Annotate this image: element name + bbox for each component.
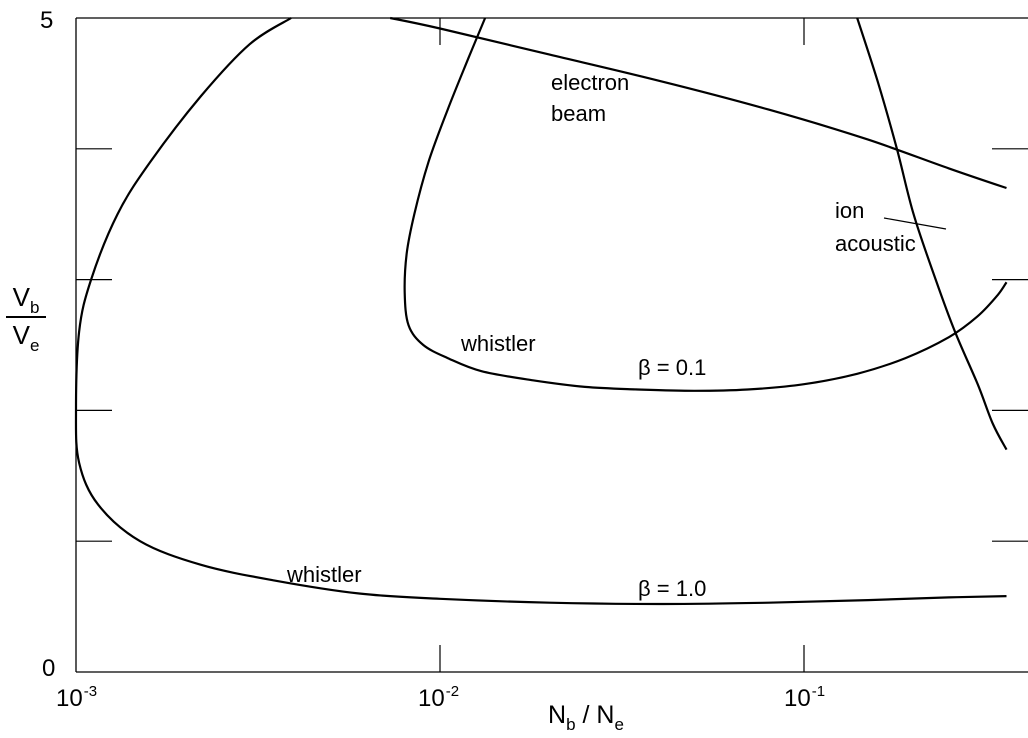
curve-electron-beam xyxy=(389,16,1007,190)
x-tick-label: 10-2 xyxy=(418,683,460,712)
x-tick-label: 10-3 xyxy=(56,683,98,712)
curve-0-1 xyxy=(403,17,1008,392)
curve-1-0 xyxy=(74,17,1007,606)
annotation-electron: electron xyxy=(551,70,630,95)
annotation-ion: ion xyxy=(835,198,865,223)
annotation-beta-1.0: β = 1.0 xyxy=(638,576,707,601)
y-tick-label-top: 5 xyxy=(40,7,54,34)
ion-acoustic-leader xyxy=(883,217,947,230)
annotation-beta-0.1: β = 0.1 xyxy=(638,355,707,380)
fraction-bar xyxy=(6,316,46,318)
annotation-acoustic: acoustic xyxy=(835,231,916,256)
annotation-whistler-beta01: whistler xyxy=(461,331,536,356)
x-tick-label: 10-1 xyxy=(784,683,826,712)
x-axis-label: Nb / Ne xyxy=(548,701,624,734)
annotation-whistler-beta10: whistler xyxy=(287,562,362,587)
y-axis-label: Vb Ve xyxy=(4,282,48,355)
annotation-beam: beam xyxy=(551,101,607,126)
plot-frame xyxy=(75,17,1028,673)
y-tick-label-bottom: 0 xyxy=(42,655,56,682)
curve-ion-acoustic xyxy=(856,17,1008,451)
tick-marks xyxy=(76,18,1028,672)
curves xyxy=(74,16,1008,606)
